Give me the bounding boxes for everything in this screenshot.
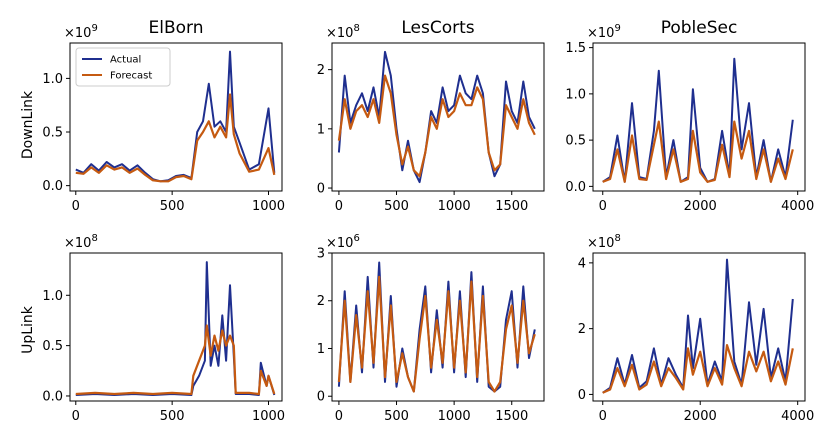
x-tick-label: 0 <box>599 199 607 214</box>
y-tick-label: 0 <box>578 388 586 403</box>
y-tick-label: 1.0 <box>565 87 586 102</box>
panel-title: ElBorn <box>149 18 204 38</box>
axes-frame <box>592 252 806 402</box>
y-tick-label: 0.0 <box>42 389 63 404</box>
x-tick-label: 1000 <box>438 409 471 424</box>
x-tick-label: 2000 <box>684 409 717 424</box>
y-tick-label: 0.5 <box>565 134 586 149</box>
y-tick-label: 2 <box>317 294 325 309</box>
x-tick-label: 500 <box>160 199 185 214</box>
series-actual-line <box>602 57 794 183</box>
x-tick-label: 1000 <box>438 199 471 214</box>
axes-frame <box>592 42 806 192</box>
x-tick-label: 0 <box>72 199 80 214</box>
panel-lescorts-downlink: 0 500 1000 1500 0 1 2 ×108 LesCorts <box>317 18 545 214</box>
panel-elborn-uplink: 0 500 1000 0.0 0.5 1.0 ×108 <box>42 233 285 424</box>
x-tick-label: 0 <box>335 199 343 214</box>
y-tick-label: 1.5 <box>565 41 586 56</box>
y-tick-label: 1.0 <box>42 289 63 304</box>
panel-lescorts-uplink: 0 500 1000 1500 0 1 2 3×106 <box>317 233 545 424</box>
y-tick-label: 1 <box>317 122 325 137</box>
y-multiplier: ×109 <box>64 23 98 41</box>
series-actual-line <box>75 261 276 396</box>
x-tick-label: 0 <box>72 409 80 424</box>
series-forecast-line <box>602 120 794 183</box>
legend: Actual Forecast <box>75 47 171 87</box>
panel-poblesec-downlink: 0 2000 4000 0.0 0.5 1.0 1.5×109 PobleSec <box>565 18 814 214</box>
y-tick-label: 0 <box>317 390 325 405</box>
axes-frame <box>69 42 283 192</box>
series-actual-line <box>602 258 794 394</box>
series-forecast-line <box>75 93 276 183</box>
series-forecast-line <box>337 74 536 178</box>
y-tick-label: 1.0 <box>42 72 63 87</box>
y-tick-label: 1 <box>317 342 325 357</box>
panel-title: PobleSec <box>661 18 738 38</box>
x-tick-label: 4000 <box>781 409 814 424</box>
y-tick-label: 2 <box>578 322 586 337</box>
x-tick-label: 1500 <box>495 409 528 424</box>
axes-frame <box>331 42 545 192</box>
y-tick-label: 0.0 <box>565 180 586 195</box>
panel-title: LesCorts <box>401 18 474 38</box>
y-tick-label: 4 <box>578 256 586 271</box>
y-tick-label: 0 <box>317 182 325 197</box>
x-tick-label: 1500 <box>495 199 528 214</box>
y-multiplier: ×108 <box>64 233 98 251</box>
panel-elborn-downlink: 0 500 1000 0.0 0.5 1.0 ×109 ElBorn Actual Forecas… <box>42 18 285 214</box>
series-forecast-line <box>75 324 276 396</box>
legend-forecast-label: Forecast <box>110 71 152 82</box>
x-tick-label: 1000 <box>252 199 285 214</box>
y-tick-label: 2 <box>317 63 325 78</box>
row-label-downlink: DownLink <box>20 90 36 159</box>
row-label-uplink: UpLink <box>20 305 36 354</box>
x-tick-label: 2000 <box>684 199 717 214</box>
axes-frame <box>331 252 545 402</box>
series-forecast-line <box>337 275 536 393</box>
x-tick-label: 500 <box>384 199 409 214</box>
x-tick-label: 0 <box>335 409 343 424</box>
y-multiplier: ×109 <box>587 23 621 41</box>
legend-frame <box>75 47 171 87</box>
x-tick-label: 1000 <box>252 409 285 424</box>
series-forecast-line <box>602 344 794 394</box>
y-tick-label: 3 <box>317 247 325 262</box>
panel-poblesec-uplink: 0 2000 4000 0 2 4×108 <box>578 233 815 424</box>
x-tick-label: 500 <box>160 409 185 424</box>
legend-actual-label: Actual <box>110 55 141 66</box>
y-tick-label: 0.5 <box>42 339 63 354</box>
y-multiplier: ×108 <box>587 233 621 251</box>
y-multiplier: ×106 <box>326 233 360 251</box>
axes-frame <box>69 252 283 402</box>
x-tick-label: 500 <box>384 409 409 424</box>
x-tick-label: 4000 <box>781 199 814 214</box>
x-tick-label: 0 <box>599 409 607 424</box>
y-tick-label: 0.0 <box>42 179 63 194</box>
y-multiplier: ×108 <box>326 23 360 41</box>
y-tick-label: 0.5 <box>42 126 63 141</box>
